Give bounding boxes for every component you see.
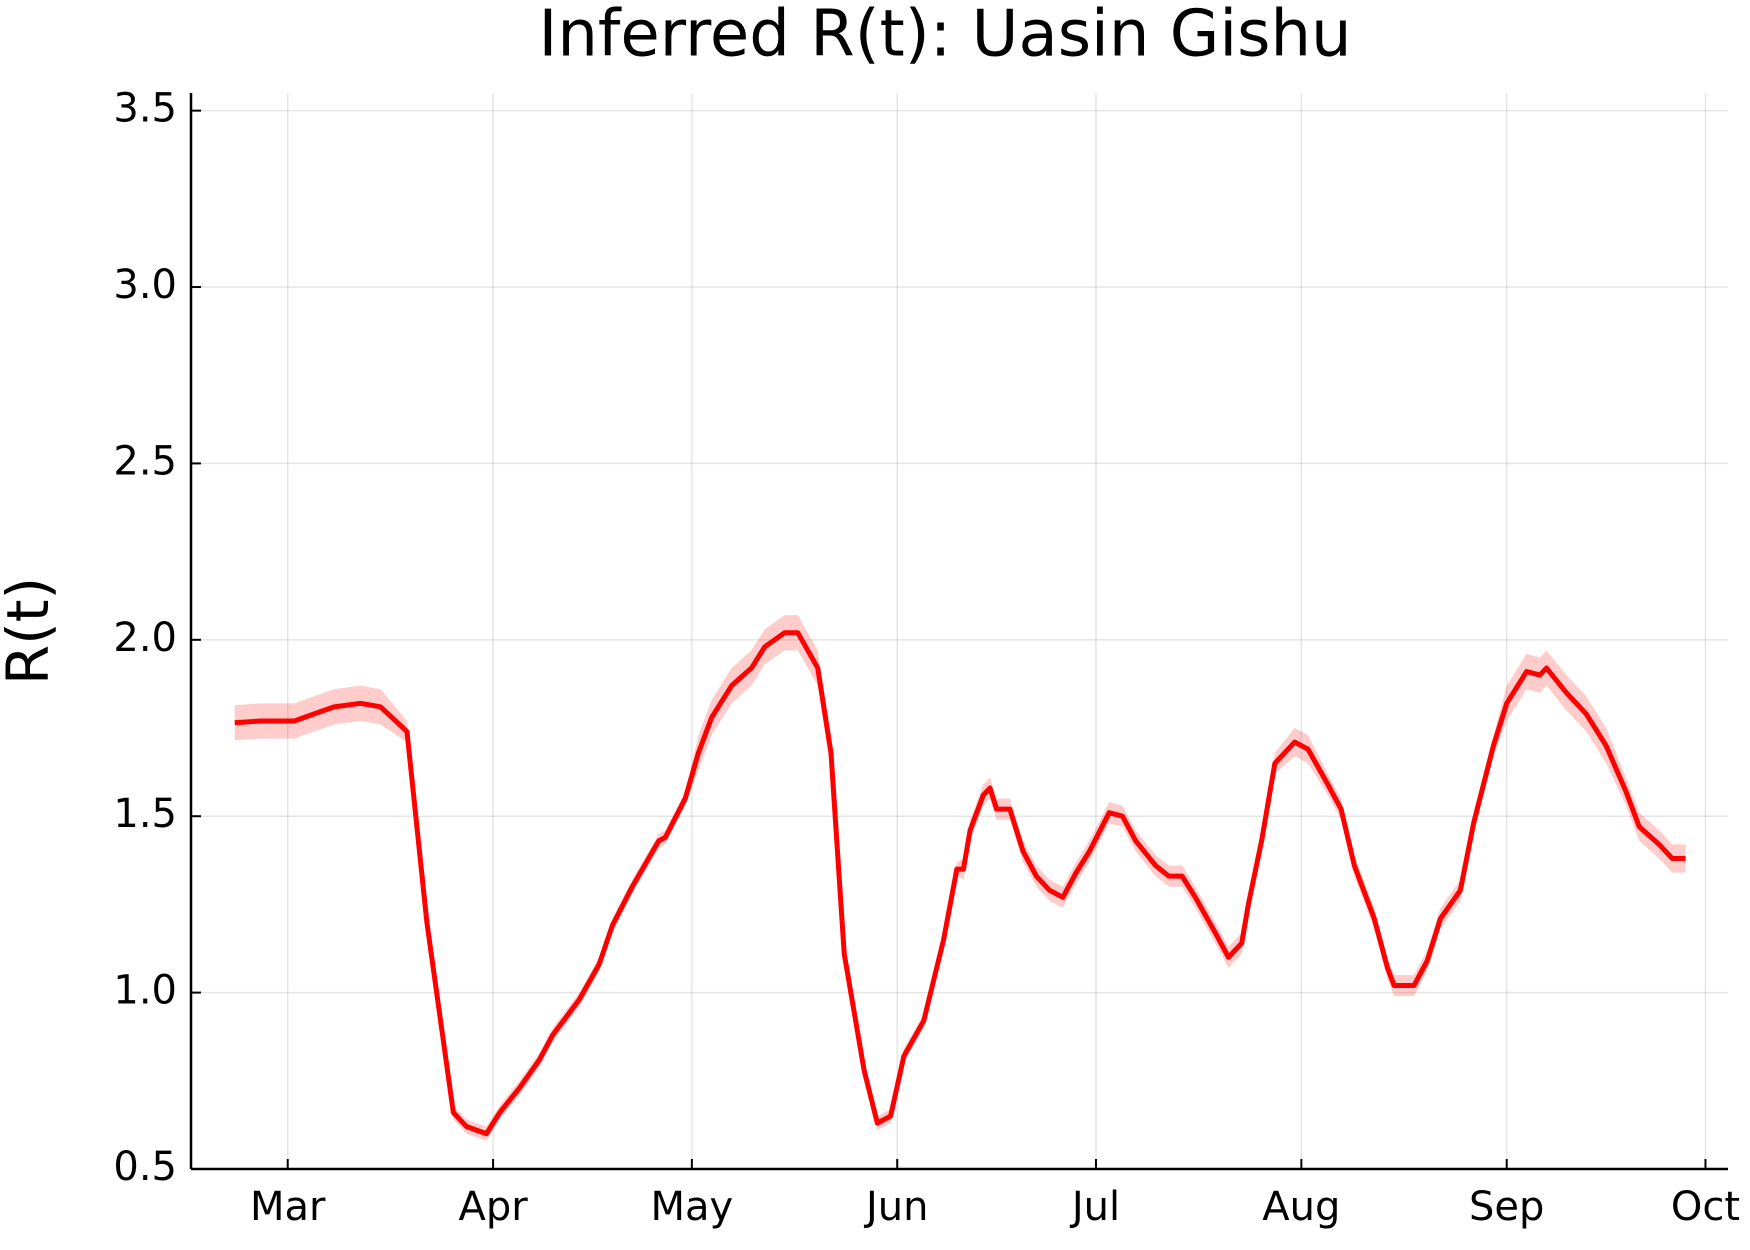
y-tick-label: 1.0	[113, 968, 177, 1014]
confidence-band	[234, 615, 1686, 1141]
x-tick-label: Apr	[458, 1184, 528, 1230]
y-tick-label: 3.0	[113, 262, 177, 308]
x-tick-label: May	[650, 1184, 733, 1230]
y-tick-label: 0.5	[113, 1144, 177, 1190]
x-tick-label: Sep	[1469, 1184, 1544, 1230]
y-tick-label: 2.0	[113, 615, 177, 661]
y-tick-label: 2.5	[113, 438, 177, 484]
y-axis-label: R(t)	[0, 577, 62, 685]
line	[234, 630, 1686, 1137]
chart-title: Inferred R(t): Uasin Gishu	[538, 0, 1351, 72]
x-tick-label: Jul	[1069, 1184, 1120, 1230]
x-tick-label: Jun	[863, 1184, 929, 1230]
x-tick-label: Mar	[250, 1184, 326, 1230]
x-tick-label: Aug	[1262, 1184, 1340, 1230]
x-tick-label: Oct	[1671, 1184, 1740, 1230]
y-tick-label: 1.5	[113, 791, 177, 837]
y-tick-label: 3.5	[113, 86, 177, 132]
